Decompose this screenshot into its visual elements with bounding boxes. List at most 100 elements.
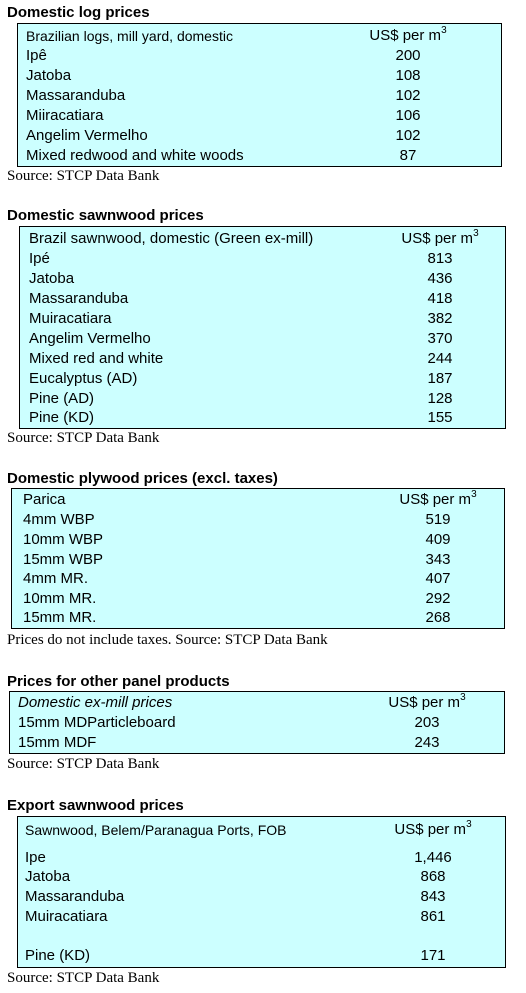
source-note: Prices do not include taxes. Source: STC… [7,632,328,648]
table-row: Massaranduba 102 [18,86,501,106]
price-value: 418 [427,290,453,307]
table-row: Ipé 813 [20,249,505,269]
table-header-row: Sawnwood, Belem/Paranagua Ports, FOB US$… [18,820,505,840]
price-value: 102 [395,127,421,144]
species-name: Pine (KD) [29,409,95,426]
product-name: 10mm MR. [23,590,97,607]
table-row: Jatoba 436 [20,269,505,289]
price-value: 861 [420,908,446,925]
species-name: Ipe [25,849,46,866]
table-row: Muiracatiara 382 [20,309,505,329]
table-row: Pine (AD) 128 [20,389,505,409]
table-row: Massaranduba 418 [20,289,505,309]
species-name: Miiracatiara [26,107,104,124]
product-name: 15mm WBP [23,551,104,568]
product-name: 4mm MR. [23,570,88,587]
table-row: 4mm WBP 519 [12,510,504,530]
price-value: 102 [395,87,421,104]
table-row: 10mm MR. 292 [12,589,504,609]
column-header-unit: US$ per m3 [401,228,479,248]
source-note: Source: STCP Data Bank [7,970,160,986]
price-value: 203 [414,714,440,731]
species-name: Muiracatiara [25,908,108,925]
column-header-unit: US$ per m3 [399,489,477,509]
table-row: 15mm MR. 268 [12,608,504,628]
table-row: 15mm MDF 243 [10,733,504,753]
price-value: 268 [425,609,451,626]
species-name: Massaranduba [26,87,126,104]
table-row: Pine (KD) 171 [18,946,505,966]
species-name: Jatoba [25,868,71,885]
table-row: Ipê 200 [18,46,501,66]
table-header-row: Parica US$ per m3 [12,490,504,510]
price-value: 187 [427,370,453,387]
table-row: Angelim Vermelho 102 [18,126,501,146]
price-value: 519 [425,511,451,528]
column-header-label: Sawnwood, Belem/Paranagua Ports, FOB [25,822,287,838]
species-name: Mixed redwood and white woods [26,147,244,164]
table-row: 15mm WBP 343 [12,550,504,570]
price-value: 382 [427,310,453,327]
price-value: 343 [425,551,451,568]
section-heading: Domestic log prices [7,4,150,21]
domestic-plywood-section: Domestic plywood prices (excl. taxes) Pa… [0,470,526,652]
species-name: Jatoba [29,270,75,287]
price-value: 436 [427,270,453,287]
price-value: 370 [427,330,453,347]
table-row: Mixed red and white 244 [20,349,505,369]
product-name: 15mm MR. [23,609,97,626]
column-header-unit: US$ per m3 [388,692,466,712]
price-value: 200 [395,47,421,64]
table-row: Muiracatiara 861 [18,907,505,927]
price-value: 292 [425,590,451,607]
table-row: Jatoba 868 [18,867,505,887]
source-note: Source: STCP Data Bank [7,430,160,446]
price-value: 108 [395,67,421,84]
price-value: 128 [427,390,453,407]
table-row: 10mm WBP 409 [12,530,504,550]
section-heading: Domestic sawnwood prices [7,207,204,224]
table-header-row: Domestic ex-mill prices US$ per m3 [10,693,504,713]
price-table: Sawnwood, Belem/Paranagua Ports, FOB US$… [17,816,506,968]
section-heading: Prices for other panel products [7,673,230,690]
species-name: Mixed red and white [29,350,164,367]
product-name: 15mm MDParticleboard [18,714,176,731]
table-row: Ipe 1,446 [18,848,505,868]
column-header-label: Brazilian logs, mill yard, domestic [26,28,233,44]
species-name: Ipê [26,47,47,64]
table-row: Pine (KD) 155 [20,408,505,428]
table-row: Massaranduba 843 [18,887,505,907]
price-value: 171 [420,947,446,964]
source-note: Source: STCP Data Bank [7,756,160,772]
domestic-sawnwood-section: Domestic sawnwood prices Brazil sawnwood… [0,207,526,447]
price-value: 87 [399,147,417,164]
price-table: Parica US$ per m3 4mm WBP 519 10mm WBP 4… [11,488,505,629]
price-value: 843 [420,888,446,905]
table-header-row: Brazil sawnwood, domestic (Green ex-mill… [20,229,505,249]
price-value: 106 [395,107,421,124]
column-header-label: Brazil sawnwood, domestic (Green ex-mill… [29,230,314,247]
table-row: Eucalyptus (AD) 187 [20,369,505,389]
column-header-label: Parica [23,491,66,508]
species-name: Pine (AD) [29,390,95,407]
table-row: Jatoba 108 [18,66,501,86]
species-name: Jatoba [26,67,72,84]
price-value: 868 [420,868,446,885]
table-row: 4mm MR. 407 [12,569,504,589]
section-heading: Export sawnwood prices [7,797,184,814]
table-row: 15mm MDParticleboard 203 [10,713,504,733]
section-heading: Domestic plywood prices (excl. taxes) [7,470,278,487]
species-name: Ipé [29,250,50,267]
species-name: Pine (KD) [25,947,91,964]
species-name: Eucalyptus (AD) [29,370,138,387]
domestic-log-section: Domestic log prices Brazilian logs, mill… [0,4,526,184]
species-name: Angelim Vermelho [26,127,148,144]
column-header-unit: US$ per m3 [369,25,447,45]
column-header-label: Domestic ex-mill prices [18,694,173,711]
species-name: Angelim Vermelho [29,330,151,347]
species-name: Massaranduba [25,888,125,905]
price-table: Brazil sawnwood, domestic (Green ex-mill… [19,226,506,429]
table-row: Angelim Vermelho 370 [20,329,505,349]
product-name: 10mm WBP [23,531,104,548]
species-name: Muiracatiara [29,310,112,327]
